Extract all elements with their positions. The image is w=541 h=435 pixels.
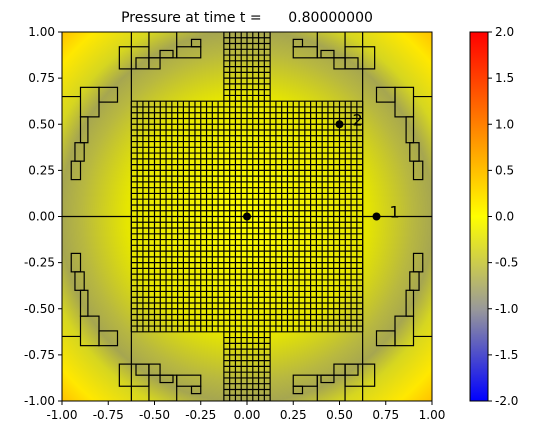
colorbar-tick-label: -0.5: [495, 256, 518, 270]
marker-label: 2: [353, 110, 363, 129]
mesh-cell: [159, 49, 174, 59]
mesh-cell: [412, 160, 424, 181]
colorbar: 2.0 1.5 1.0 0.5 0.0 -0.5 -1.0 -1.5 -2.0: [469, 25, 518, 408]
mesh-cell: [375, 86, 396, 103]
mesh-cell: [292, 374, 318, 387]
plot-area: 12: [61, 31, 433, 402]
y-tick-label: 0.75: [28, 71, 55, 85]
mesh-cell: [159, 374, 174, 384]
marker-label: 1: [390, 203, 400, 222]
colorbar-tick-label: 2.0: [495, 25, 514, 39]
colorbar-ticks: 2.0 1.5 1.0 0.5 0.0 -0.5 -1.0 -1.5 -2.0: [488, 25, 518, 408]
y-tick-label: 1.00: [28, 25, 55, 39]
mesh-cell: [292, 38, 304, 48]
x-tick-label: -0.75: [93, 408, 124, 422]
y-tick-label: -1.00: [24, 394, 55, 408]
y-tick-label: -0.75: [24, 348, 55, 362]
mesh-cell: [190, 385, 202, 395]
colorbar-tick-label: 1.5: [495, 71, 514, 85]
mesh-cell: [333, 363, 346, 376]
y-tick-label: -0.50: [24, 302, 55, 316]
x-tick-label: -0.50: [139, 408, 170, 422]
chart-title: Pressure at time t = 0.80000000: [121, 10, 373, 26]
x-tick-label: 0.75: [372, 408, 399, 422]
mesh-lines: [62, 32, 432, 401]
marker-point: [372, 212, 381, 221]
x-tick-label: 0.25: [280, 408, 307, 422]
markers: 12: [243, 110, 400, 222]
colorbar-tick-label: -1.5: [495, 348, 518, 362]
marker-point: [243, 212, 251, 221]
mesh-cell: [375, 330, 396, 347]
x-axis: -1.00 -0.75 -0.50 -0.25 0.00 0.25 0.50 0.75 1.00: [46, 401, 445, 422]
mesh-cell: [320, 374, 335, 384]
mesh-cell: [98, 86, 119, 103]
x-tick-label: 0.00: [234, 408, 261, 422]
y-tick-label: 0.50: [28, 117, 55, 131]
colorbar-tick-label: 1.0: [495, 117, 514, 131]
colorbar-tick-label: -2.0: [495, 394, 518, 408]
colorbar-tick-label: -1.0: [495, 302, 518, 316]
mesh-cell: [320, 49, 335, 59]
y-tick-label: -0.25: [24, 256, 55, 270]
mesh-cell: [190, 38, 202, 48]
marker-point: [335, 120, 344, 129]
y-tick-label: 0.00: [28, 210, 55, 224]
colorbar-tick-label: 0.5: [495, 163, 514, 177]
mesh-cell: [148, 363, 161, 376]
mesh-cell: [148, 57, 161, 70]
mesh-cell: [176, 46, 202, 59]
mesh-cell: [292, 385, 304, 395]
mesh-cell: [98, 330, 119, 347]
x-tick-label: -1.00: [46, 408, 77, 422]
x-tick-label: 0.50: [326, 408, 353, 422]
mesh-cell: [412, 252, 424, 273]
y-tick-label: 0.25: [28, 163, 55, 177]
mesh-cell: [333, 57, 346, 70]
mesh-cell: [70, 160, 82, 181]
x-tick-label: -0.25: [185, 408, 216, 422]
mesh-cell: [70, 252, 82, 273]
mesh-cell: [292, 46, 318, 59]
colorbar-gradient: [469, 31, 489, 402]
colorbar-tick-label: 0.0: [495, 210, 514, 224]
mesh-cell: [176, 374, 202, 387]
x-tick-label: 1.00: [419, 408, 446, 422]
y-axis: 1.00 0.75 0.50 0.25 0.00 -0.25 -0.50 -0.75 -1.00: [24, 25, 62, 408]
